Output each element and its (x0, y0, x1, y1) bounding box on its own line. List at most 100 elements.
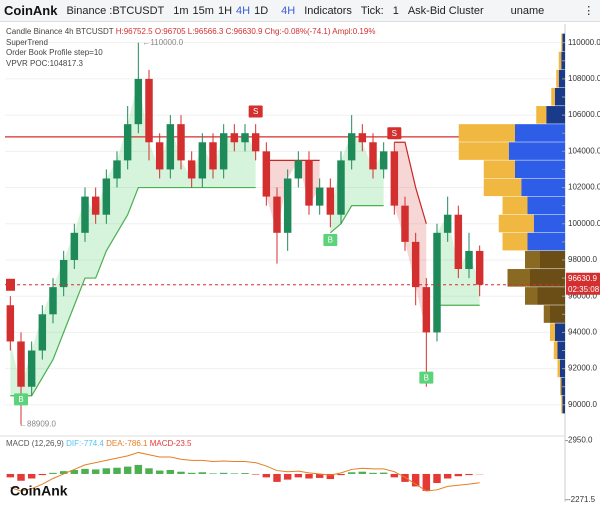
supertrend-line (10, 186, 256, 397)
macd-bar (305, 473, 313, 479)
macd-bar (123, 466, 132, 474)
macd-bar (155, 470, 164, 474)
interval-menu[interactable]: 4H (281, 4, 296, 17)
candle-body (337, 160, 345, 215)
countdown: 02:35:08 (568, 285, 600, 294)
y-tick-label: 110000.0 (568, 38, 600, 47)
candle-body (358, 133, 367, 143)
profile-sell (525, 250, 540, 269)
macd-bar (369, 472, 377, 474)
profile-sell (556, 69, 559, 88)
profile-sell (551, 87, 555, 106)
macd-bar (390, 473, 399, 478)
profile-sell (525, 287, 538, 305)
profile-sell (557, 359, 560, 378)
legend-text: Candle Binance 4h BTCUSDT (6, 27, 114, 36)
candle-body (198, 142, 207, 179)
candle-body (475, 250, 484, 285)
profile-sell (507, 269, 530, 287)
profile-buy (540, 250, 565, 269)
macd-bar (411, 473, 420, 487)
macd-bar (358, 471, 367, 474)
legend-ohlc: H:96752.5 O:96705 L:96566.3 C:96630.9 Ch… (115, 27, 376, 36)
macd-bar (465, 473, 473, 476)
interval[interactable]: 1D (254, 4, 269, 17)
logo[interactable]: CoinAnk (4, 3, 58, 18)
more[interactable]: ⋮ (583, 5, 595, 17)
indicators[interactable]: Indicators (304, 4, 352, 17)
signal-label: B (424, 373, 429, 382)
last-price: 96630.9 (568, 274, 597, 283)
y-tick-label: 102000.0 (568, 183, 600, 192)
signal-marker (387, 127, 402, 140)
supertrend-fill (10, 78, 256, 396)
profile-sell (502, 196, 528, 215)
macd-bar (315, 473, 324, 478)
user[interactable]: uname (510, 4, 545, 17)
macd-bar (347, 472, 356, 474)
profile-sell (561, 395, 563, 414)
macd-legend: MACD (12,26,9) DIF:-774.4 DEA:-786.1 MAC… (6, 439, 192, 448)
candle-body (411, 241, 420, 288)
cluster[interactable]: Ask-Bid Cluster (407, 4, 484, 17)
macd-bar (166, 470, 175, 474)
tick-label: Tick: (360, 4, 384, 17)
candle-body (283, 178, 292, 233)
legend-vpvr: VPVR POC:104817.3 (6, 58, 83, 68)
macd-params: (12,26,9) (32, 439, 64, 448)
candle-body (6, 305, 15, 342)
profile-buy (515, 160, 565, 178)
macd-tick-label: -2271.5 (568, 495, 596, 504)
y-tick-label: 104000.0 (568, 146, 600, 155)
y-tick-label: 92000.0 (568, 364, 597, 373)
interval[interactable]: 1m (173, 4, 189, 17)
macd-bar (177, 471, 185, 474)
profile-buy (537, 287, 565, 305)
high-note: ←110000.0 (142, 38, 183, 47)
symbol[interactable]: Binance :BTCUSDT (66, 4, 165, 17)
profile-buy (527, 232, 565, 251)
candle-body (102, 178, 111, 215)
macd-bar (49, 472, 57, 474)
candle-body (401, 205, 409, 242)
macd-bar (70, 470, 79, 474)
macd-title: MACD (6, 439, 30, 448)
y-tick-label: 106000.0 (568, 110, 600, 119)
legend: Candle Binance 4h BTCUSDT H:96752.5 O:96… (6, 27, 375, 69)
candle-body (422, 287, 431, 333)
candle-body (145, 78, 153, 143)
legend-orderbook: Order Book Profile step=10 (6, 48, 103, 57)
y-tick-label: 108000.0 (568, 74, 600, 83)
candle-body (294, 160, 303, 179)
tick-value[interactable]: 1 (392, 4, 399, 17)
interval[interactable]: 15m (192, 4, 214, 17)
supertrend-fill (394, 142, 427, 333)
macd-bar (219, 472, 228, 474)
profile-sell (458, 142, 509, 160)
signal-marker (323, 234, 338, 247)
profile-buy (558, 69, 565, 88)
supertrend-line (329, 205, 384, 234)
candle-body (209, 142, 217, 170)
macd-bar (59, 471, 68, 474)
macd-bar (262, 473, 271, 478)
macd-bar (283, 473, 292, 480)
candle-body (230, 133, 239, 143)
candle-body (347, 133, 356, 161)
macd-bar (209, 473, 217, 474)
y-tick-label: 100000.0 (568, 219, 600, 228)
profile-sell (561, 33, 563, 52)
candle-body (379, 151, 388, 170)
profile-sell (543, 305, 550, 323)
candle-body (177, 124, 185, 161)
macd-bar (81, 468, 89, 474)
interval[interactable]: 4H (236, 4, 251, 17)
interval[interactable]: 1H (217, 4, 233, 17)
signal-marker (14, 393, 28, 406)
low-note: ←88909.0 (19, 420, 56, 429)
macd-bar (443, 473, 452, 479)
macd-bar (27, 473, 36, 479)
profile-buy (527, 196, 565, 215)
